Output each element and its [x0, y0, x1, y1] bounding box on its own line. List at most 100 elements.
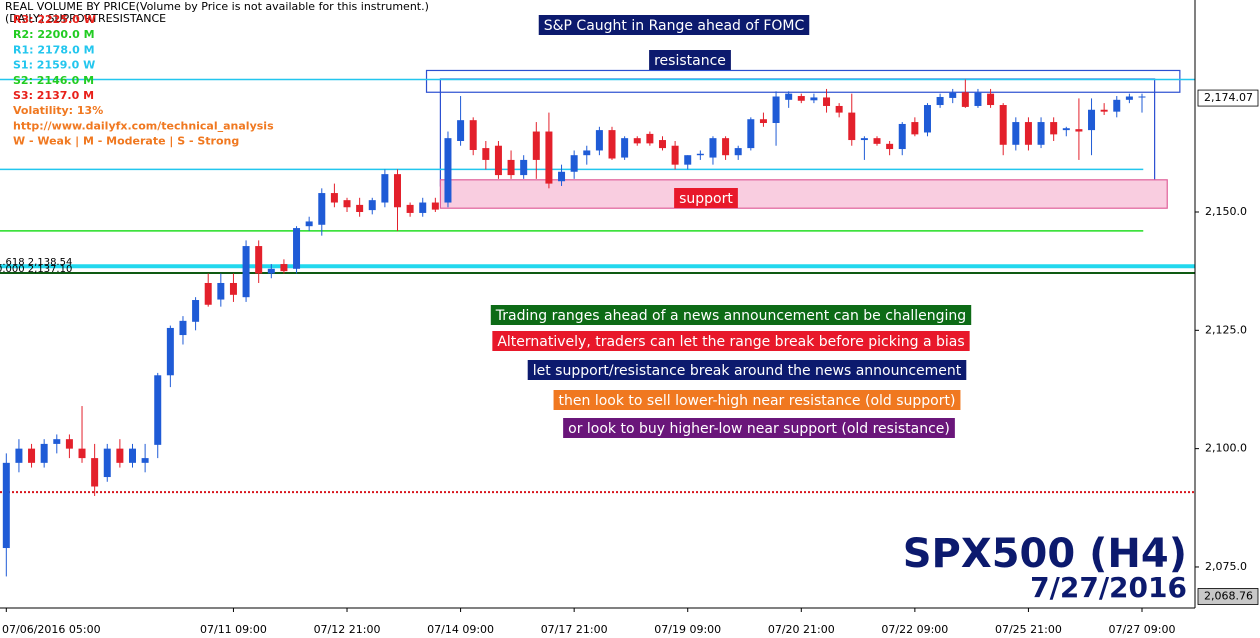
candle-body — [671, 145, 679, 165]
candle-body — [15, 448, 23, 463]
annotation: let support/resistance break around the … — [533, 363, 962, 379]
candle-body — [520, 159, 528, 176]
candle-body — [431, 202, 439, 210]
chart-title-box — [538, 15, 810, 35]
header-text: (DAILY) SUPPORTRESISTANCE — [5, 12, 166, 25]
info-text: Volatility: 13% — [13, 104, 103, 117]
candle-body — [1100, 109, 1108, 112]
candle-body — [154, 375, 162, 445]
zone-label-box — [674, 188, 738, 208]
candle-body — [949, 92, 957, 98]
candle-body — [1062, 128, 1070, 131]
candle-body — [747, 119, 755, 149]
candle-body — [1138, 96, 1146, 98]
candle-body — [886, 143, 894, 150]
candle-body — [621, 138, 629, 158]
candle-body — [860, 138, 868, 141]
price-label-box — [1197, 588, 1259, 605]
y-tick-label: 2,125.0 — [1205, 323, 1247, 336]
candle-body — [40, 443, 48, 463]
candle-body — [494, 145, 502, 176]
candle-body — [356, 204, 364, 212]
annotation-box — [563, 418, 955, 438]
zone-rectangle — [425, 69, 1181, 93]
zone-label-box — [649, 50, 731, 70]
info-text: S1: 2159.0 W — [13, 59, 95, 72]
chart-title-group: S&P Caught in Range ahead of FOMC — [538, 15, 810, 35]
candle-body — [923, 105, 931, 133]
info-text: S3: 2137.0 M — [13, 89, 94, 102]
candle-body — [318, 193, 326, 225]
candle-body — [532, 131, 540, 160]
candle-body — [444, 138, 452, 203]
candle-body — [974, 92, 982, 106]
level-label: 1.618 2,138.54 — [0, 257, 72, 268]
info-text: R2: 2200.0 M — [13, 28, 95, 41]
candle-body — [419, 202, 427, 213]
candle-body — [192, 300, 200, 322]
annotation-group: then look to sell lower-high near resist… — [553, 390, 961, 410]
candle-body — [166, 327, 174, 376]
candle-body — [53, 439, 61, 444]
annotation-box — [553, 390, 961, 410]
x-tick-label: 07/17 21:00 — [541, 623, 608, 636]
y-tick-label: 2,150.0 — [1205, 205, 1247, 218]
candle-body — [759, 119, 767, 124]
candle-body — [1088, 109, 1096, 131]
candle-body — [2, 462, 10, 549]
candle-body — [406, 204, 414, 213]
candle-body — [1113, 99, 1121, 112]
candle-body — [305, 221, 313, 227]
annotation-box — [490, 305, 972, 325]
annotation-group: Trading ranges ahead of a news announcem… — [490, 305, 972, 325]
candle-body — [658, 140, 666, 149]
candle-body — [633, 138, 641, 144]
candle-body — [595, 130, 603, 151]
candle-body — [343, 200, 351, 208]
candle-body — [570, 155, 578, 172]
symbol-label: SPX500 (H4) — [903, 531, 1187, 577]
plot-area: 1.618 2,138.540.000 2,137.10 — [0, 69, 1195, 577]
zone-label-group: resistance — [649, 50, 731, 70]
candle-body — [91, 458, 99, 487]
candle-body — [1024, 122, 1032, 145]
candle-body — [330, 193, 338, 203]
price-label-box — [1197, 89, 1259, 107]
annotation-group: or look to buy higher-low near support (… — [563, 418, 955, 438]
candle-body — [28, 448, 36, 463]
candle-body — [810, 97, 818, 101]
x-tick-label: 07/11 09:00 — [200, 623, 267, 636]
header-text: REAL VOLUME BY PRICE(Volume by Price is … — [5, 0, 429, 13]
x-tick-label: 07/06/2016 05:00 — [2, 623, 101, 636]
candle-body — [545, 131, 553, 184]
candle-body — [823, 97, 831, 106]
price-label: 2,174.07 — [1204, 91, 1253, 104]
candle-body — [911, 122, 919, 135]
candle-body — [217, 282, 225, 300]
candle-body — [722, 138, 730, 156]
candle-body — [999, 105, 1007, 145]
info-text: http://www.dailyfx.com/technical_analysi… — [13, 119, 274, 132]
candle-body — [848, 112, 856, 141]
candle-body — [280, 264, 288, 272]
candle-body — [772, 96, 780, 124]
candle-body — [393, 174, 401, 208]
candle-body — [507, 159, 515, 176]
annotation-group: Alternatively, traders can let the range… — [492, 331, 970, 351]
candle-body — [835, 105, 843, 113]
candle-body — [229, 282, 237, 295]
info-text: W - Weak | M - Moderate | S - Strong — [13, 135, 239, 148]
info-text: S2: 2146.0 M — [13, 74, 94, 87]
candle-body — [78, 448, 86, 459]
candle-body — [381, 174, 389, 203]
overlay: REAL VOLUME BY PRICE(Volume by Price is … — [5, 0, 1187, 604]
chart-title: S&P Caught in Range ahead of FOMC — [544, 18, 805, 34]
annotation-group: let support/resistance break around the … — [527, 360, 967, 380]
candle-body — [128, 448, 136, 463]
candle-body — [103, 448, 111, 478]
candle-body — [116, 448, 124, 463]
candle-body — [368, 200, 376, 211]
zone-label: support — [679, 191, 733, 207]
date-label: 7/27/2016 — [1030, 571, 1187, 604]
